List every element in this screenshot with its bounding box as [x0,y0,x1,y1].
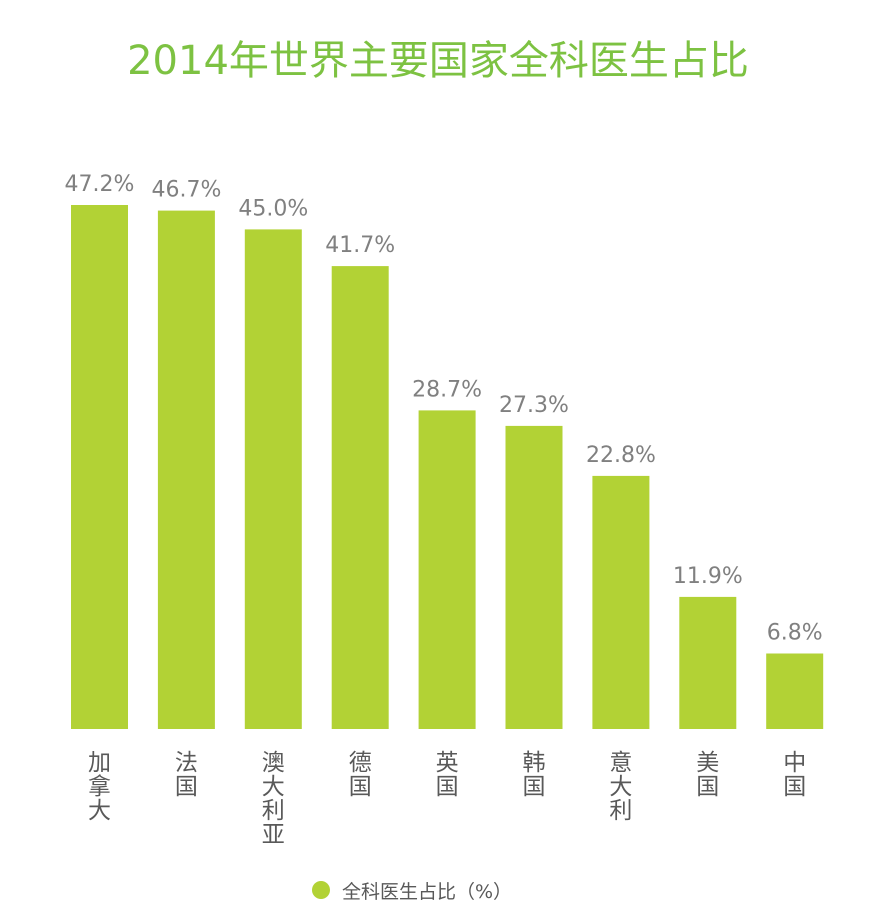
bar-value-label: 41.7% [325,233,395,258]
category-label: 意大利 [609,750,632,824]
bar-2 [245,229,302,729]
category-label: 中国 [783,750,806,800]
category-label: 美国 [696,750,719,800]
bar-8 [766,654,823,730]
chart-legend: 全科医生占比（%） [312,876,512,904]
category-label: 德国 [349,750,372,800]
bar-value-label: 45.0% [238,196,308,221]
category-label: 英国 [436,750,459,800]
bar-value-label: 47.2% [65,172,135,197]
bar-value-label: 27.3% [499,393,569,418]
bar-4 [419,410,476,729]
category-label: 澳大利亚 [262,750,285,848]
bar-0 [71,205,128,729]
bar-5 [506,426,563,729]
bar-value-label: 22.8% [586,443,656,468]
legend-label: 全科医生占比（%） [342,877,512,904]
bar-1 [158,211,215,729]
bar-value-label: 28.7% [412,377,482,402]
bar-value-label: 6.8% [767,621,823,646]
category-label: 韩国 [523,750,546,800]
legend-swatch [312,881,330,899]
bar-3 [332,266,389,729]
bar-value-label: 46.7% [151,178,221,203]
category-label: 法国 [175,750,198,800]
category-label: 加拿大 [88,750,111,824]
bar-6 [592,476,649,729]
bar-7 [679,597,736,729]
bar-value-label: 11.9% [673,564,743,589]
